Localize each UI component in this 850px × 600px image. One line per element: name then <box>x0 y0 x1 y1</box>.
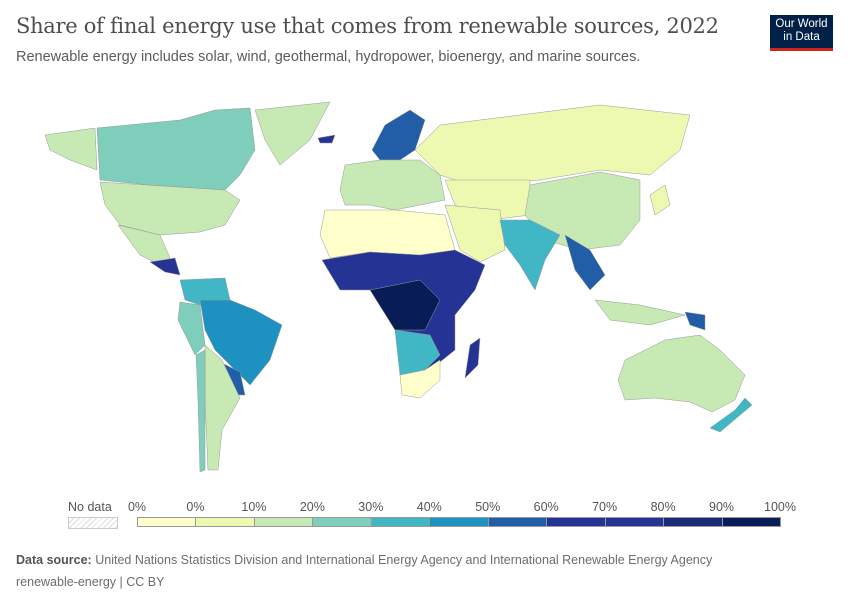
world-map <box>44 101 753 473</box>
region-central-asia[interactable] <box>444 179 531 221</box>
region-southern-africa[interactable] <box>394 329 441 376</box>
region-middle-east[interactable] <box>444 204 506 263</box>
no-data-label: No data <box>68 500 112 514</box>
legend-tick-label: 40% <box>416 500 442 514</box>
legend-bin[interactable] <box>546 517 606 527</box>
region-argentina[interactable] <box>204 344 241 471</box>
region-greenland[interactable] <box>254 101 331 166</box>
no-data-swatch[interactable] <box>68 517 118 529</box>
region-central-africa[interactable] <box>369 279 441 331</box>
chart-subtitle: Renewable energy includes solar, wind, g… <box>16 49 641 65</box>
region-usa[interactable] <box>99 181 241 236</box>
legend-tick-label: 100% <box>764 500 796 514</box>
legend-tick-label: 50% <box>475 500 501 514</box>
region-japan[interactable] <box>649 184 671 216</box>
region-papua[interactable] <box>684 311 706 331</box>
legend-tick-label: 0% <box>186 500 205 514</box>
region-europe[interactable] <box>339 159 446 211</box>
legend-tick-label: 0% <box>127 500 147 514</box>
source-label: Data source: <box>16 553 92 567</box>
region-indonesia[interactable] <box>594 299 686 326</box>
region-india[interactable] <box>499 219 561 291</box>
region-southeast-asia[interactable] <box>564 234 606 291</box>
region-north-africa[interactable] <box>319 209 456 259</box>
region-brazil[interactable] <box>199 299 283 386</box>
region-canada[interactable] <box>96 107 256 191</box>
legend-bin[interactable] <box>429 517 489 527</box>
region-scandinavia[interactable] <box>371 109 426 161</box>
chart-title: Share of final energy use that comes fro… <box>16 14 719 38</box>
legend-tick-label: 10% <box>241 500 267 514</box>
region-south-africa[interactable] <box>399 359 441 399</box>
legend-bin[interactable] <box>195 517 255 527</box>
legend-tick-label: 60% <box>533 500 559 514</box>
legend-tick-label: 90% <box>709 500 735 514</box>
legend-tick-label: 80% <box>650 500 676 514</box>
legend-bin[interactable] <box>370 517 431 527</box>
license-text[interactable]: renewable-energy | CC BY <box>16 575 165 589</box>
legend-tick-label: 20% <box>299 500 325 514</box>
region-chile[interactable] <box>195 349 206 473</box>
source-text[interactable]: United Nations Statistics Division and I… <box>95 553 713 567</box>
legend-bin[interactable] <box>487 517 548 527</box>
legend-tick-label: 30% <box>358 500 384 514</box>
legend-bin[interactable] <box>604 517 665 527</box>
region-iceland[interactable] <box>317 134 336 144</box>
region-peru[interactable] <box>177 301 206 356</box>
region-russia[interactable] <box>414 104 691 186</box>
region-central-america[interactable] <box>149 257 181 276</box>
legend-bin[interactable] <box>253 517 314 527</box>
region-new-zealand[interactable] <box>709 397 753 433</box>
region-madagascar[interactable] <box>464 337 481 379</box>
region-alaska[interactable] <box>44 127 98 171</box>
owid-logo[interactable]: Our World in Data <box>770 15 833 51</box>
legend-bin[interactable] <box>721 517 781 527</box>
color-legend: No data 0% 0% 10% 20% 30% 40% 50% 60% 70% 80% 90% 1… <box>0 497 850 537</box>
legend-bin[interactable] <box>663 517 723 527</box>
region-australia[interactable] <box>617 334 746 413</box>
legend-bin[interactable] <box>312 517 372 527</box>
footer: Data source: United Nations Statistics D… <box>16 549 712 593</box>
legend-bin[interactable] <box>137 517 197 527</box>
legend-tick-label: 70% <box>592 500 618 514</box>
